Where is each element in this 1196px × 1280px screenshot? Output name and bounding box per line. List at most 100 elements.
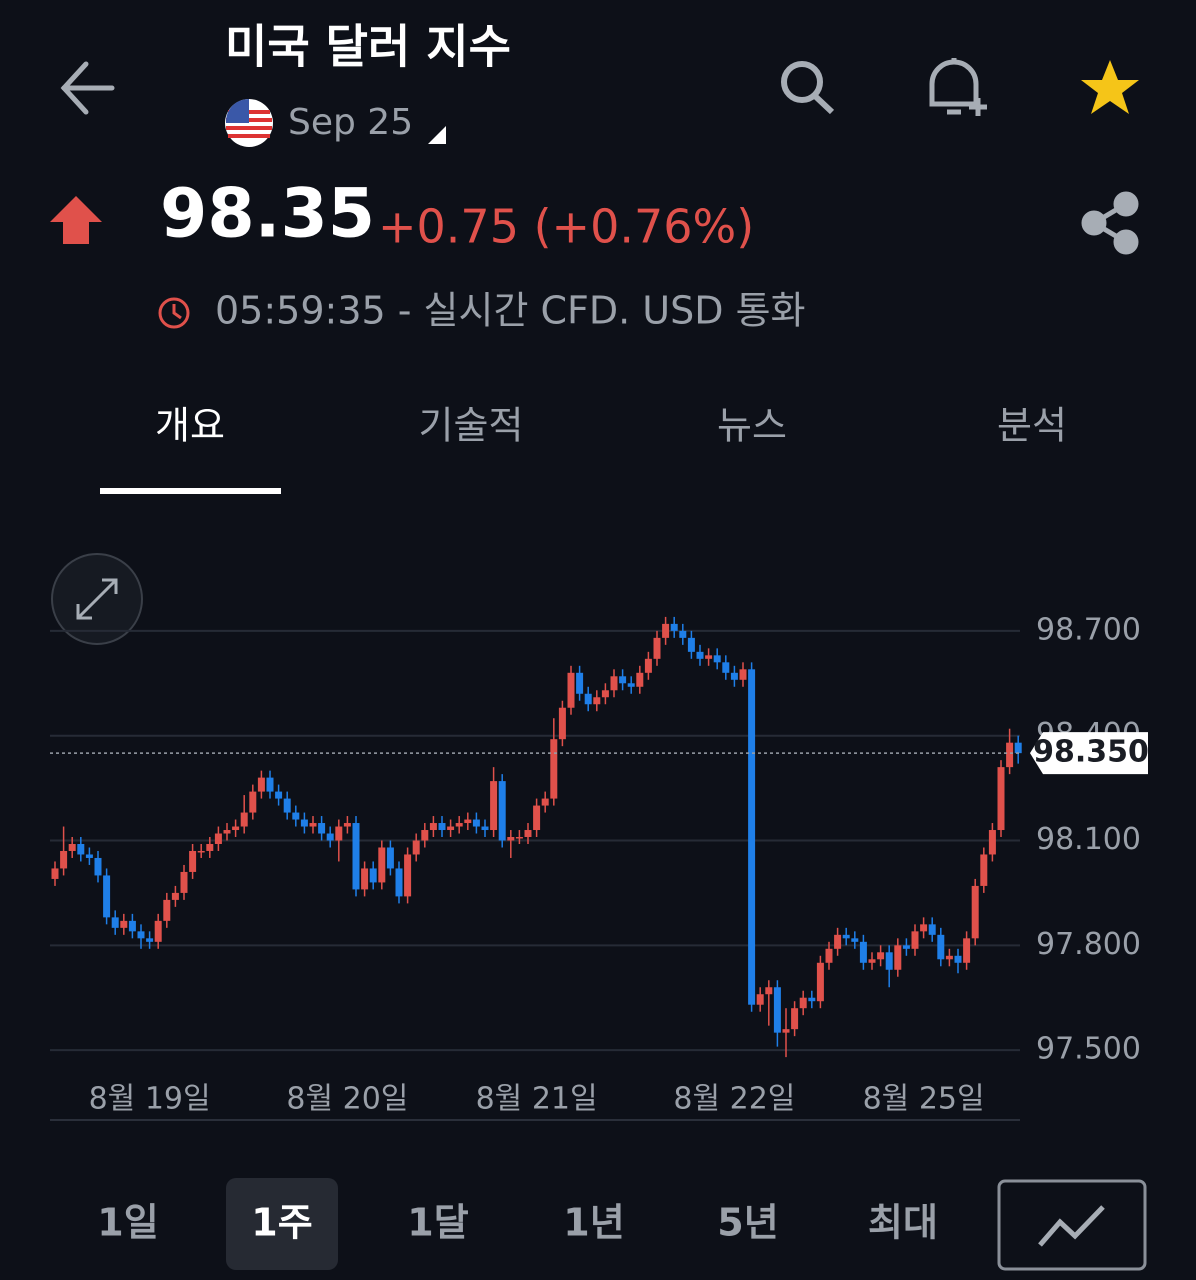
candle-body [395,868,403,897]
candle-body [438,823,446,831]
candle-body [352,823,360,890]
candle-body [85,854,93,858]
candle-body [756,994,764,1005]
candle-body [163,899,171,921]
candle-body [103,875,111,918]
tab-indicator [100,488,281,494]
range-button[interactable]: 최대 [868,1201,938,1245]
candle-body [997,767,1005,831]
y-tick-label: 98.700 [1036,612,1141,647]
candle-body [627,683,635,687]
candle-body [60,850,68,869]
candle-body [412,840,420,855]
candle-body [928,924,936,935]
range-button[interactable]: 1달 [407,1201,468,1245]
candle-body [283,798,291,813]
contract[interactable]: Sep 25 [288,102,413,143]
candle-body [859,941,867,963]
candle-body [791,1008,799,1030]
dropdown-icon [428,126,446,144]
candle-body [378,847,386,883]
candle-body [292,812,300,820]
candle-body [945,955,953,960]
candle-body [266,777,274,792]
candle-body [825,948,833,963]
candle-body [361,868,369,890]
range-button[interactable]: 1년 [563,1201,624,1245]
range-button[interactable]: 1주 [251,1201,312,1245]
candle-body [773,987,781,1033]
candle-body [911,931,919,949]
y-tick-label: 98.100 [1036,822,1141,857]
candle-body [834,934,842,949]
favorite-button[interactable] [1081,60,1139,114]
candle-body [593,697,601,705]
candle-body [610,676,618,691]
candle-body [335,826,343,841]
candle-body [868,959,876,963]
candle-body [541,798,549,806]
candle-body [180,871,188,893]
candle-body [937,934,945,960]
expand-button[interactable] [51,553,143,645]
candle-body [472,819,480,827]
candle-body [309,823,317,827]
candle-body [722,662,730,673]
candle-body [636,672,644,687]
share-button[interactable] [1081,191,1139,255]
search-button[interactable] [781,61,835,115]
candle-body [653,637,661,659]
back-button[interactable] [60,61,115,115]
candle-body [300,819,308,827]
chart-type-button[interactable] [997,1179,1147,1271]
candle-body [687,637,695,652]
alert-button[interactable] [929,58,987,116]
candle-body [963,938,971,963]
candle-body [816,962,824,1002]
candle-body [275,791,283,799]
candle-body [507,837,515,841]
candle-body [404,854,412,897]
candle-body [679,630,687,638]
candle-body [619,676,627,684]
candle-body [558,707,566,740]
candle-body [894,945,902,970]
tab[interactable]: 기술적 [419,404,524,448]
last-price-tag [1030,732,1148,775]
candle-body [782,1029,790,1033]
candle-body [601,690,609,698]
range-button[interactable]: 5년 [717,1201,778,1245]
candle-body [567,672,575,708]
candle-body [954,955,962,963]
tab[interactable]: 뉴스 [717,404,787,448]
candle-body [257,777,265,792]
candle-body [644,658,652,673]
candle-body [705,655,713,659]
candle-body [154,920,162,942]
title: 미국 달러 지수 [225,20,511,74]
tab[interactable]: 개요 [155,404,225,448]
flag-icon [225,98,273,147]
candle-body [670,623,678,631]
tab[interactable]: 분석 [997,404,1067,448]
candle-body [326,833,334,841]
candle-body [343,823,351,827]
candle-body [94,857,102,876]
candle-body [808,997,816,1002]
candle-body [662,623,670,638]
candle-body [197,850,205,853]
candle-body [988,830,996,855]
x-tick-label: 8월 25일 [863,1082,985,1117]
candle-body [214,833,222,844]
candle-body [730,672,738,680]
x-tick-label: 8월 22일 [673,1082,795,1117]
candle-body [240,812,248,827]
candle-body [524,830,532,838]
price-change: +0.75 (+0.76%) [378,200,754,254]
quote-time: 05:59:35 - 실시간 CFD. USD 통화 [215,289,806,333]
candle-body [748,669,756,1005]
range-button[interactable]: 1일 [97,1201,158,1245]
candle-body [576,672,584,694]
